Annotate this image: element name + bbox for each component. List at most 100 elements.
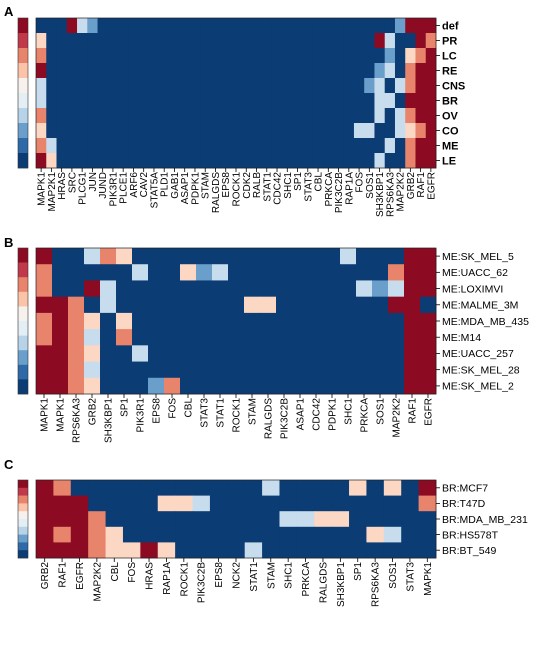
heatmap-cell <box>372 329 389 346</box>
heatmap-cell <box>333 123 345 139</box>
column-label: STAT1 <box>216 398 227 428</box>
heatmap-cell <box>418 511 437 528</box>
heatmap-cell <box>372 280 389 298</box>
heatmap-cell <box>302 78 314 94</box>
heatmap-cell <box>107 93 119 109</box>
heatmap-cell <box>260 280 277 298</box>
heatmap-cell <box>372 296 389 314</box>
colorbar-swatch <box>18 153 28 169</box>
heatmap-cell <box>343 153 355 169</box>
heatmap-cell <box>97 63 109 79</box>
heatmap-cell <box>383 542 402 559</box>
heatmap-cell <box>340 329 357 346</box>
heatmap-cell <box>374 123 386 139</box>
column-label: PIK3C2B <box>280 398 291 439</box>
column-label: STAT1 <box>249 562 260 592</box>
colorbar-swatch <box>18 33 28 49</box>
heatmap-cell <box>88 526 106 543</box>
heatmap-cell <box>324 329 341 346</box>
heatmap-cell <box>128 138 139 154</box>
heatmap-cell <box>189 33 201 49</box>
heatmap-cell <box>179 18 191 34</box>
heatmap-cell <box>180 361 197 379</box>
heatmap-cell <box>314 526 333 543</box>
heatmap-cell <box>353 18 365 34</box>
row-label: ME:MDA_MB_435 <box>442 316 529 328</box>
heatmap-cell <box>324 264 341 281</box>
heatmap-cell <box>425 108 437 124</box>
heatmap-cell <box>333 78 345 94</box>
column-label: PIK3R1 <box>108 172 119 207</box>
heatmap-cell <box>388 312 405 330</box>
heatmap-cell <box>308 264 325 281</box>
heatmap-cell <box>323 93 334 109</box>
heatmap-cell <box>100 264 117 281</box>
heatmap-cell <box>230 48 242 64</box>
heatmap-cell <box>261 93 273 109</box>
heatmap-cell <box>276 361 293 379</box>
heatmap-cell <box>292 329 309 346</box>
heatmap-cell <box>180 280 197 298</box>
heatmap-cell <box>196 329 213 346</box>
heatmap-cell <box>77 93 88 109</box>
heatmap-cell <box>87 18 98 34</box>
heatmap-cell <box>36 511 54 528</box>
row-label: CO <box>442 125 459 137</box>
heatmap-cell <box>36 248 53 265</box>
heatmap-cell <box>70 511 89 528</box>
heatmap-cell <box>66 18 78 34</box>
heatmap-cell <box>210 123 222 139</box>
column-label: NCK2 <box>232 562 243 589</box>
heatmap-cell <box>209 480 228 496</box>
heatmap-cell <box>276 248 293 265</box>
heatmap-cell <box>404 377 421 395</box>
column-label: ROCK1 <box>232 172 243 207</box>
heatmap-cell <box>148 264 165 281</box>
heatmap-cell <box>271 18 283 34</box>
row-label: BR:T47D <box>442 498 486 510</box>
heatmap-cell <box>148 93 160 109</box>
heatmap-cell <box>228 248 245 265</box>
heatmap-cell <box>118 48 129 64</box>
heatmap-cell <box>324 280 341 298</box>
heatmap-cell <box>312 108 324 124</box>
heatmap-cell <box>107 78 119 94</box>
column-label: GAB1 <box>170 172 181 199</box>
heatmap-cell <box>196 312 213 330</box>
heatmap-cell <box>282 108 293 124</box>
heatmap-cell <box>262 542 280 559</box>
heatmap-cell <box>333 138 345 154</box>
heatmap-cell <box>271 138 283 154</box>
heatmap-cell <box>420 329 437 346</box>
heatmap-cell <box>132 329 149 346</box>
heatmap-cell <box>192 480 211 496</box>
heatmap-cell <box>212 345 229 362</box>
heatmap-cell <box>244 345 261 362</box>
heatmap-cell <box>343 78 355 94</box>
column-label: PLCG1 <box>78 172 89 205</box>
heatmap-cell <box>169 108 180 124</box>
heatmap-cell <box>36 495 54 512</box>
heatmap-cell <box>261 18 273 34</box>
heatmap-cell <box>148 153 160 169</box>
heatmap-cell <box>180 377 197 395</box>
heatmap-cell <box>292 48 304 64</box>
heatmap-cell <box>70 495 89 512</box>
heatmap-cell <box>372 312 389 330</box>
column-label: SOS1 <box>388 562 399 589</box>
heatmap-cell <box>196 248 213 265</box>
heatmap-cell <box>415 48 427 64</box>
heatmap-cell <box>244 511 263 528</box>
colorbar-swatch <box>18 542 28 551</box>
heatmap-cell <box>364 78 375 94</box>
heatmap-cell <box>230 108 242 124</box>
heatmap-cell <box>36 312 53 330</box>
row-label: LC <box>442 50 457 62</box>
heatmap-cell <box>415 63 427 79</box>
heatmap-cell <box>374 63 386 79</box>
column-label: SHC1 <box>284 562 295 589</box>
heatmap-cell <box>132 377 149 395</box>
heatmap-cell <box>148 345 165 362</box>
heatmap-cell <box>374 18 386 34</box>
heatmap-cell <box>220 153 232 169</box>
